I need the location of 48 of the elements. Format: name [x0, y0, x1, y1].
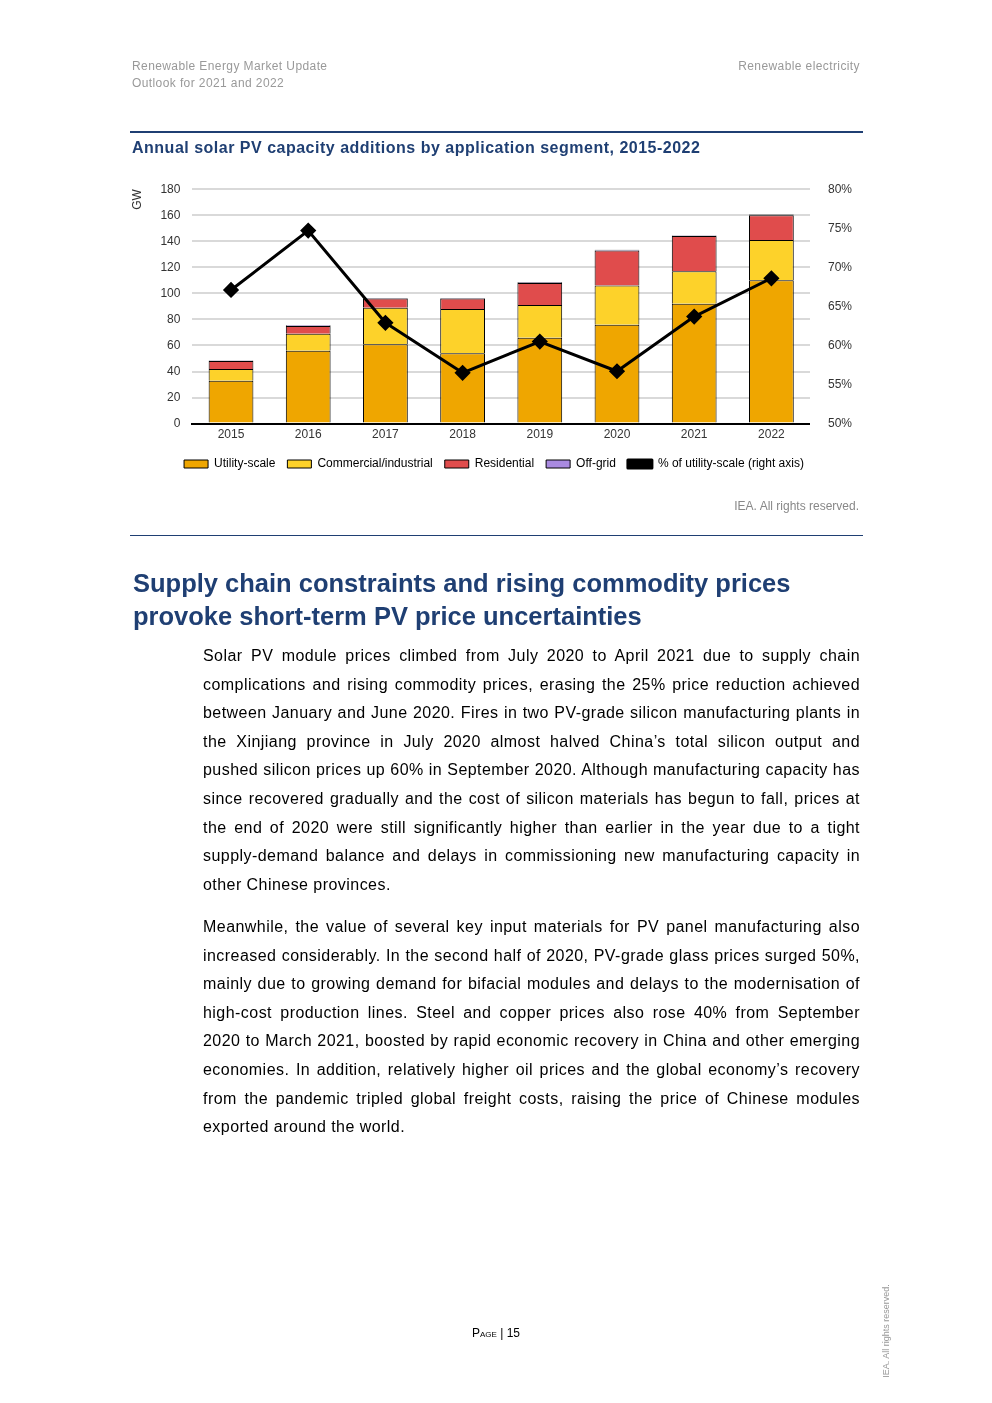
legend-label: Commercial/industrial	[317, 456, 433, 471]
point	[455, 365, 471, 381]
y-axis-title: GW	[129, 188, 144, 210]
y-tick-label: 140	[160, 233, 181, 248]
y-tick-label: 100	[160, 285, 181, 300]
legend-label: Off-grid	[576, 456, 616, 471]
y2-tick-label: 70%	[827, 259, 853, 274]
y-tick-label: 60	[167, 337, 181, 352]
y2-tick-label: 60%	[827, 337, 853, 352]
chart-title: Annual solar PV capacity additions by application segment, 2015-2022	[132, 139, 701, 157]
y2-tick-label: 65%	[827, 298, 853, 313]
legend-label: Utility-scale	[214, 456, 276, 471]
text: IEA. All rights reserved.	[734, 499, 859, 513]
point	[763, 270, 779, 286]
y-tick-label: 20	[167, 389, 181, 404]
x-tick-label: 2019	[526, 427, 554, 442]
point	[532, 334, 548, 350]
text: Renewable electricity	[738, 59, 860, 73]
x-tick-label: 2016	[294, 427, 322, 442]
text: Solar PV module prices climbed from July 2020 to April 2021 due to supply chain complications and rising commodity prices, erasing the 25% price reduction achieved between January and June 2020. Fires in two PV-grade silicon manufacturing plants in the Xinjiang province in July 2020 almost halved China’s total silicon output and pushed silicon prices up 60% in September 2020. Although manufacturing capacity has since recovered gradually and the cost of silicon materials has begun to fall, prices at the end of 2020 were still significantly higher than earlier in the year due to a tight supply-demand balance and delays in commissioning new manufacturing capacity in other Chinese provinces.	[203, 647, 860, 893]
legend-label: % of utility-scale (right axis)	[657, 456, 804, 471]
x-tick-label: 2018	[449, 427, 477, 442]
y-tick-label: 120	[160, 259, 181, 274]
text: Page | 15	[471, 1326, 521, 1340]
text: Renewable Energy Market Update	[132, 59, 328, 73]
y2-tick-label: 50%	[827, 415, 853, 430]
point	[300, 223, 316, 239]
y-tick-label: 80	[167, 311, 181, 326]
y-tick-label: 160	[160, 207, 181, 222]
point	[686, 309, 702, 325]
x-tick-label: 2021	[680, 427, 708, 442]
x-tick-label: 2022	[758, 427, 786, 442]
y2-tick-label: 80%	[827, 181, 853, 196]
text: IEA. All rights reserved.	[881, 1283, 891, 1380]
x-tick-label: 2017	[372, 427, 400, 442]
text: Outlook for 2021 and 2022	[132, 76, 285, 90]
text: Supply chain constraints and rising commodity prices provoke short-term PV price uncertainties	[133, 568, 792, 632]
y-tick-label: 0	[173, 415, 181, 430]
y-tick-label: 180	[160, 181, 181, 196]
y2-tick-label: 75%	[827, 220, 853, 235]
x-tick-label: 2020	[603, 427, 631, 442]
legend-label: Residential	[474, 456, 535, 471]
x-tick-label: 2015	[217, 427, 245, 442]
point	[223, 282, 239, 298]
text: Meanwhile, the value of several key input materials for PV panel manufacturing also increased considerably. In the second half of 2020, PV-grade glass prices surged 50%, mainly due to growing demand for bifacial modules and delays to the modernisation of high-cost production lines. Steel and copper prices also rose 40% from September 2020 to March 2021, boosted by rapid economic recovery in China and other emerging economies. In addition, relatively higher oil prices and the global economy’s recovery from the pandemic tripled global freight costs, raising the price of Chinese modules exported around the world.	[203, 917, 860, 1138]
y2-tick-label: 55%	[827, 376, 853, 391]
point	[609, 363, 625, 379]
y-tick-label: 40	[167, 363, 181, 378]
